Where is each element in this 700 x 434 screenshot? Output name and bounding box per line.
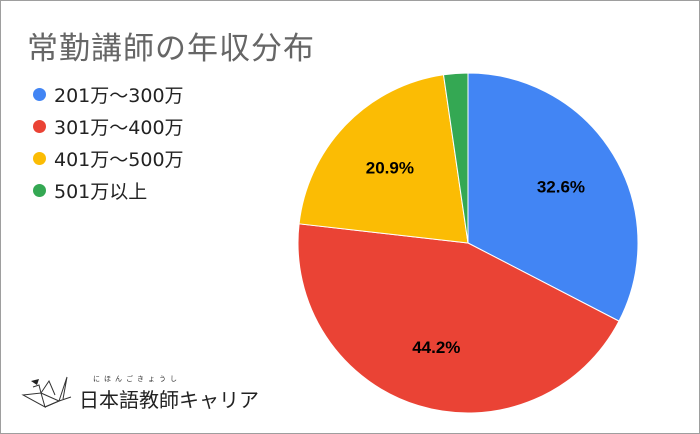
slice-data-label: 44.2% (412, 338, 460, 357)
legend-dot (33, 184, 46, 197)
logo-text: 日本語教師キャリア (79, 388, 259, 412)
chart-title: 常勤講師の年収分布 (27, 31, 315, 67)
legend-dot (33, 88, 46, 101)
pie-slice (467, 72, 639, 322)
legend-label: 401万〜500万 (54, 149, 184, 171)
legend-item: 301万〜400万 (33, 113, 184, 140)
legend-item: 401万〜500万 (33, 145, 184, 172)
slice-data-label: 20.9% (366, 158, 414, 177)
pie-slice (298, 74, 469, 244)
legend-dot (33, 152, 46, 165)
pie-slice (297, 223, 620, 414)
legend-item: 501万以上 (33, 177, 147, 204)
legend-item: 201万〜300万 (33, 81, 184, 108)
legend-dot (33, 120, 46, 133)
legend-label: 501万以上 (54, 181, 148, 203)
pie-slice (442, 72, 469, 244)
legend-label: 301万〜400万 (54, 117, 184, 139)
logo-ruby: にほんごきょうし (93, 375, 181, 383)
legend-label: 201万〜300万 (54, 85, 184, 107)
logo: にほんごきょうし 日本語教師キャリア (21, 373, 259, 413)
slice-data-label: 32.6% (537, 177, 585, 196)
paper-crane-icon (21, 376, 72, 409)
